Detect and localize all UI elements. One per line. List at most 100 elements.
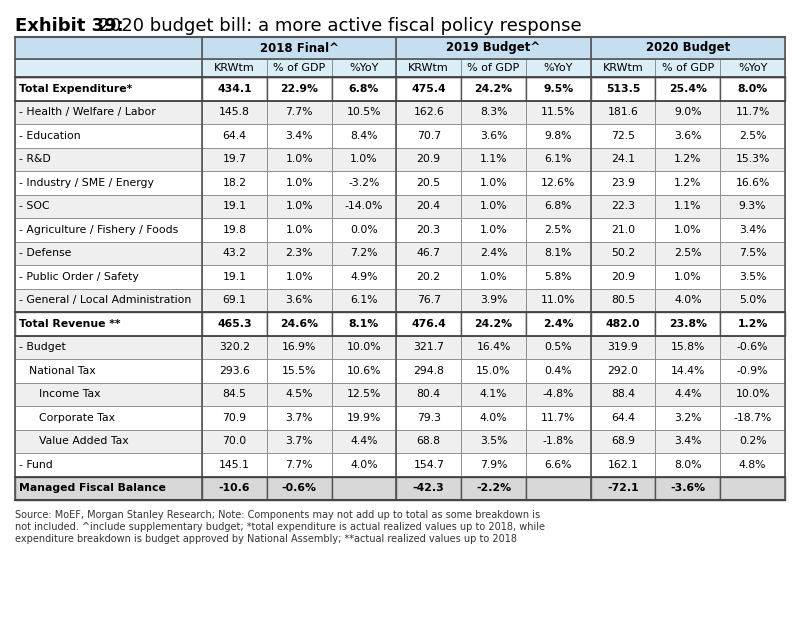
Bar: [461, 171, 526, 194]
Bar: [655, 429, 720, 453]
Text: 1.0%: 1.0%: [480, 201, 507, 211]
Bar: [590, 59, 655, 77]
Text: not included. ^include supplementary budget; *total expenditure is actual realiz: not included. ^include supplementary bud…: [15, 522, 545, 532]
Text: 3.2%: 3.2%: [674, 413, 702, 423]
Text: -42.3: -42.3: [413, 483, 445, 493]
Text: 46.7: 46.7: [417, 248, 441, 259]
Bar: [15, 124, 202, 147]
Bar: [331, 124, 396, 147]
Bar: [526, 124, 590, 147]
Text: 22.9%: 22.9%: [280, 84, 318, 94]
Bar: [461, 476, 526, 500]
Text: 8.1%: 8.1%: [349, 319, 379, 329]
Bar: [15, 147, 202, 171]
Bar: [720, 241, 785, 265]
Text: 19.7: 19.7: [222, 154, 246, 164]
Text: 1.2%: 1.2%: [738, 319, 768, 329]
Text: 20.9: 20.9: [417, 154, 441, 164]
Bar: [526, 336, 590, 359]
Text: 3.4%: 3.4%: [739, 225, 766, 234]
Bar: [266, 59, 331, 77]
Text: 80.5: 80.5: [611, 296, 635, 305]
Text: 3.4%: 3.4%: [674, 436, 702, 446]
Bar: [720, 101, 785, 124]
Text: 68.8: 68.8: [417, 436, 441, 446]
Bar: [655, 336, 720, 359]
Bar: [720, 265, 785, 289]
Bar: [590, 124, 655, 147]
Bar: [266, 383, 331, 406]
Text: Income Tax: Income Tax: [39, 389, 101, 399]
Bar: [266, 265, 331, 289]
Text: 1.0%: 1.0%: [286, 271, 313, 282]
Text: 11.7%: 11.7%: [735, 107, 770, 117]
Text: 12.5%: 12.5%: [346, 389, 381, 399]
Text: 3.7%: 3.7%: [286, 436, 313, 446]
Bar: [526, 359, 590, 383]
Bar: [461, 289, 526, 312]
Bar: [396, 77, 461, 101]
Bar: [202, 383, 266, 406]
Bar: [396, 289, 461, 312]
Bar: [202, 476, 266, 500]
Text: 84.5: 84.5: [222, 389, 246, 399]
Text: -0.9%: -0.9%: [737, 366, 768, 376]
Text: 19.1: 19.1: [222, 201, 246, 211]
Bar: [396, 476, 461, 500]
Text: 1.2%: 1.2%: [674, 154, 702, 164]
Bar: [266, 77, 331, 101]
Bar: [331, 218, 396, 241]
Text: 154.7: 154.7: [414, 460, 444, 470]
Text: 0.5%: 0.5%: [545, 342, 572, 352]
Text: 0.4%: 0.4%: [545, 366, 572, 376]
Text: 321.7: 321.7: [414, 342, 444, 352]
Bar: [526, 241, 590, 265]
Text: - Agriculture / Fishery / Foods: - Agriculture / Fishery / Foods: [19, 225, 178, 234]
Bar: [655, 241, 720, 265]
Bar: [590, 171, 655, 194]
Bar: [461, 336, 526, 359]
Bar: [526, 406, 590, 429]
Bar: [396, 265, 461, 289]
Text: 2020 budget bill: a more active fiscal policy response: 2020 budget bill: a more active fiscal p…: [87, 17, 582, 35]
Bar: [331, 194, 396, 218]
Bar: [202, 453, 266, 476]
Bar: [655, 265, 720, 289]
Text: 10.0%: 10.0%: [346, 342, 382, 352]
Text: 1.1%: 1.1%: [480, 154, 507, 164]
Bar: [461, 77, 526, 101]
Bar: [202, 147, 266, 171]
Text: 8.0%: 8.0%: [674, 460, 702, 470]
Text: 2020 Budget: 2020 Budget: [646, 41, 730, 54]
Bar: [15, 476, 202, 500]
Bar: [461, 406, 526, 429]
Text: -2.2%: -2.2%: [476, 483, 511, 493]
Text: 7.2%: 7.2%: [350, 248, 378, 259]
Bar: [526, 383, 590, 406]
Text: 20.5: 20.5: [417, 178, 441, 188]
Text: 24.2%: 24.2%: [474, 84, 513, 94]
Bar: [590, 336, 655, 359]
Text: 3.5%: 3.5%: [739, 271, 766, 282]
Bar: [331, 453, 396, 476]
Text: % of GDP: % of GDP: [662, 63, 714, 73]
Text: 4.0%: 4.0%: [480, 413, 507, 423]
Bar: [202, 312, 266, 336]
Text: 72.5: 72.5: [611, 131, 635, 141]
Text: 5.0%: 5.0%: [738, 296, 766, 305]
Text: 5.8%: 5.8%: [545, 271, 572, 282]
Bar: [202, 171, 266, 194]
Bar: [396, 218, 461, 241]
Text: 3.6%: 3.6%: [674, 131, 702, 141]
Bar: [396, 429, 461, 453]
Bar: [590, 218, 655, 241]
Text: 9.3%: 9.3%: [739, 201, 766, 211]
Bar: [720, 171, 785, 194]
Bar: [655, 124, 720, 147]
Text: 2019 Budget^: 2019 Budget^: [446, 41, 541, 54]
Bar: [15, 37, 202, 59]
Text: Managed Fiscal Balance: Managed Fiscal Balance: [19, 483, 166, 493]
Bar: [15, 265, 202, 289]
Bar: [266, 336, 331, 359]
Text: 20.4: 20.4: [417, 201, 441, 211]
